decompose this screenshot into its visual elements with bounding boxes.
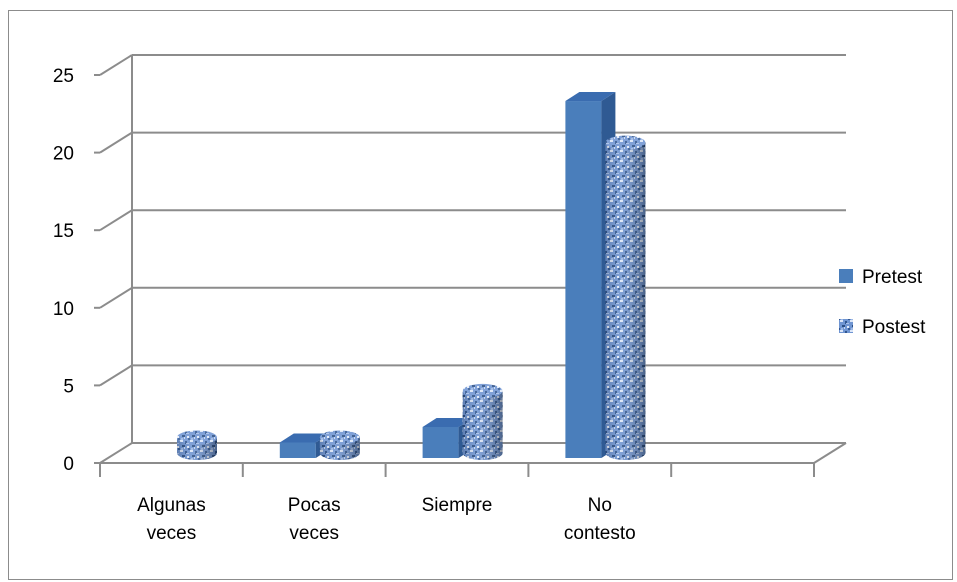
legend-swatch [839, 319, 853, 333]
bar-postest [605, 135, 646, 460]
legend-label: Pretest [862, 267, 923, 288]
y-tick-label: 5 [63, 376, 74, 397]
x-category-label: No contesto [564, 495, 636, 544]
y-axis-ticks: 0 5 10 15 20 25 [53, 66, 100, 475]
y-tick-label: 0 [63, 454, 74, 475]
bars [177, 92, 646, 460]
gridline-side [99, 442, 133, 464]
legend-label: Postest [862, 317, 926, 338]
y-tick-label: 25 [53, 66, 74, 87]
x-category-label: Algunas veces [137, 495, 206, 544]
gridline-side [99, 286, 133, 309]
y-tick-label: 20 [53, 144, 74, 165]
gridline-side [99, 131, 133, 154]
x-axis [99, 462, 815, 477]
legend-item-postest: Postest [839, 317, 926, 338]
y-tick-label: 15 [53, 221, 74, 242]
x-category-label: Siempre [422, 495, 493, 516]
gridline-side [99, 54, 133, 76]
category-labels: Algunas veces Pocas veces Siempre No contesto [137, 495, 636, 544]
bar-postest [462, 383, 503, 460]
y-tick-label: 10 [53, 299, 74, 320]
legend-item-pretest: Pretest [839, 267, 923, 288]
bar-postest [319, 430, 360, 460]
bar-postest [177, 430, 217, 460]
chart-walls [131, 55, 847, 464]
legend: Pretest Postest [839, 267, 926, 338]
gridlines [99, 54, 846, 464]
legend-swatch [839, 269, 853, 283]
x-category-label: Pocas veces [288, 495, 341, 544]
gridline-side [99, 364, 133, 387]
gridline-side [99, 209, 133, 232]
floor-right-edge [813, 442, 847, 464]
chart-frame [8, 10, 953, 580]
